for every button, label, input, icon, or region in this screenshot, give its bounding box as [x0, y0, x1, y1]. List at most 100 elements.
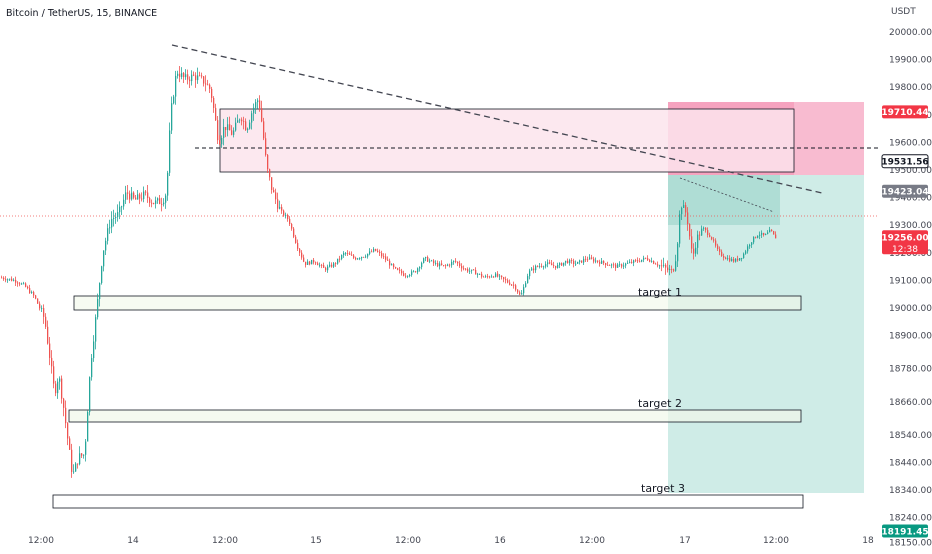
- candle-body: [31, 292, 33, 294]
- candle-body: [71, 449, 73, 472]
- target-2-label: target 2: [638, 397, 682, 410]
- candle-body: [113, 217, 115, 219]
- candle-body: [163, 202, 165, 205]
- candle-body: [521, 293, 523, 295]
- candle-body: [719, 249, 721, 252]
- candle-body: [713, 239, 715, 241]
- candle-body: [411, 271, 413, 275]
- candle-body: [551, 263, 553, 266]
- y-tick-label: 19400.00: [889, 194, 932, 204]
- candle-body: [531, 268, 533, 271]
- candle-body: [511, 284, 513, 286]
- target-1-label: target 1: [638, 286, 682, 299]
- candle-body: [469, 270, 471, 272]
- candle-body: [245, 121, 247, 131]
- y-tick-label: 18240.00: [889, 514, 932, 524]
- candle-body: [399, 269, 401, 271]
- x-tick-label: 16: [494, 536, 506, 546]
- candle-body: [727, 258, 729, 260]
- candle-body: [747, 246, 749, 252]
- candle-body: [175, 75, 177, 97]
- candle-body: [91, 358, 93, 378]
- x-tick-label: 12:00: [28, 536, 54, 546]
- candle-body: [455, 260, 457, 262]
- candle-body: [279, 207, 281, 209]
- candle-body: [173, 96, 175, 104]
- y-tick-label: 20000.00: [889, 28, 932, 38]
- candle-body: [215, 107, 217, 121]
- candle-body: [379, 251, 381, 254]
- candle-body: [259, 100, 261, 109]
- candle-body: [457, 261, 459, 264]
- candle-body: [485, 276, 487, 278]
- candle-body: [593, 258, 595, 262]
- supply-zone-box[interactable]: [219, 108, 795, 173]
- candle-body: [765, 234, 767, 235]
- candle-body: [95, 317, 97, 342]
- candle-body: [97, 299, 99, 318]
- candle-body: [539, 266, 541, 267]
- candle-body: [61, 378, 63, 399]
- candle-body: [675, 261, 677, 271]
- candle-body: [605, 263, 607, 266]
- candle-body: [147, 192, 149, 199]
- candle-body: [711, 236, 713, 240]
- candle-body: [251, 113, 253, 123]
- target-3-box[interactable]: [52, 494, 804, 509]
- candle-body: [573, 260, 575, 264]
- candle-body: [273, 189, 275, 193]
- candle-body: [333, 263, 335, 267]
- x-tick-label: 12:00: [395, 536, 421, 546]
- candle-body: [301, 252, 303, 258]
- candle-body: [355, 257, 357, 260]
- y-tick-label: 19000.00: [889, 304, 932, 314]
- candle-body: [197, 75, 199, 81]
- candle-body: [185, 74, 187, 78]
- candle-body: [505, 279, 507, 281]
- candle-body: [241, 119, 243, 122]
- candle-body: [109, 227, 111, 229]
- candle-body: [561, 263, 563, 266]
- candle-body: [247, 128, 249, 131]
- price-axis[interactable]: [878, 0, 932, 550]
- candle-body: [615, 264, 617, 268]
- take-profit-zone-filled: [668, 175, 780, 225]
- candle-body: [139, 194, 141, 199]
- candle-body: [709, 234, 711, 237]
- candle-body: [271, 177, 273, 190]
- candle-body: [135, 197, 137, 200]
- candle-body: [309, 261, 311, 265]
- candle-body: [321, 264, 323, 266]
- candle-body: [599, 261, 601, 264]
- candle-body: [193, 74, 195, 76]
- candle-body: [329, 264, 331, 267]
- candle-body: [217, 120, 219, 141]
- candle-body: [225, 126, 227, 130]
- candle-body: [269, 169, 271, 178]
- take-profit-zone[interactable]: [668, 175, 864, 493]
- candle-body: [425, 257, 427, 259]
- candle-body: [757, 235, 759, 238]
- candle-body: [393, 264, 395, 268]
- candle-body: [649, 260, 651, 262]
- candle-body: [453, 260, 455, 262]
- y-tick-label: 18780.00: [889, 365, 932, 375]
- candle-body: [537, 265, 539, 267]
- target-1-box[interactable]: [73, 295, 802, 311]
- candle-body: [105, 240, 107, 251]
- candle-body: [527, 276, 529, 284]
- candle-body: [647, 258, 649, 261]
- candle-body: [589, 257, 591, 260]
- candle-body: [475, 269, 477, 275]
- candle-body: [503, 277, 505, 280]
- candle-body: [549, 262, 551, 264]
- target-2-box[interactable]: [68, 409, 802, 423]
- trend-line[interactable]: [171, 44, 823, 194]
- candle-body: [69, 438, 71, 450]
- candle-body: [275, 192, 277, 200]
- candle-body: [395, 267, 397, 269]
- candle-body: [445, 265, 447, 267]
- candle-body: [667, 267, 669, 271]
